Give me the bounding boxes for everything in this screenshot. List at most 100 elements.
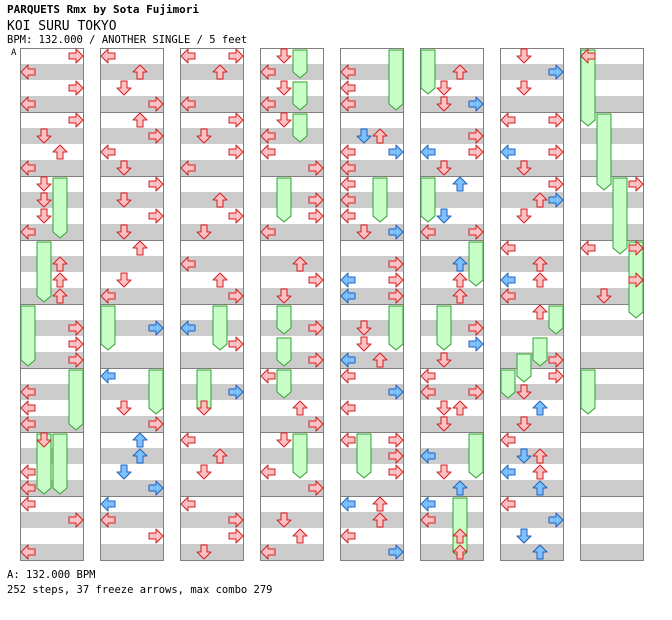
beat-stripe [340,224,404,240]
right-arrow-icon [148,528,164,544]
right-arrow-icon [388,544,404,560]
beat-stripe [260,288,324,304]
right-arrow-icon [548,368,564,384]
up-arrow-icon [52,144,68,160]
right-arrow-icon [68,80,84,96]
beat-stripe [580,64,644,80]
left-arrow-icon [340,352,356,368]
down-arrow-icon [356,320,372,336]
right-arrow-icon [148,320,164,336]
right-arrow-icon [388,288,404,304]
chart-summary: 252 steps, 37 freeze arrows, max combo 2… [7,584,273,596]
left-arrow-icon [180,320,196,336]
up-arrow-icon [452,480,468,496]
left-arrow-icon [100,48,116,64]
beat-stripe [580,160,644,176]
left-arrow-icon [100,496,116,512]
freeze-arrow [20,305,36,367]
right-arrow-icon [468,384,484,400]
down-arrow-icon [436,208,452,224]
right-arrow-icon [468,336,484,352]
left-arrow-icon [180,256,196,272]
down-arrow-icon [116,192,132,208]
chart-info: BPM: 132.000 / ANOTHER SINGLE / 5 feet [7,34,248,46]
right-arrow-icon [68,352,84,368]
beat-stripe [260,448,324,464]
beat-stripe [420,64,484,80]
freeze-arrow [532,337,548,367]
left-arrow-icon [340,64,356,80]
left-arrow-icon [20,544,36,560]
left-arrow-icon [340,528,356,544]
song-title: KOI SURU TOKYO [7,19,117,34]
freeze-arrow [468,241,484,287]
beat-stripe [420,192,484,208]
bpm-marker: A [11,48,17,58]
down-arrow-icon [196,400,212,416]
beat-stripe [420,256,484,272]
beat-stripe [180,64,244,80]
freeze-arrow [68,369,84,431]
beat-stripe [180,224,244,240]
beat-stripe [500,96,564,112]
right-arrow-icon [468,96,484,112]
up-arrow-icon [132,432,148,448]
freeze-arrow [292,49,308,79]
beat-stripe [260,480,324,496]
left-arrow-icon [100,144,116,160]
left-arrow-icon [20,496,36,512]
beat-stripe [180,288,244,304]
beat-stripe [180,128,244,144]
up-arrow-icon [52,256,68,272]
left-arrow-icon [260,368,276,384]
freeze-arrow [36,433,52,495]
beat-stripe [580,416,644,432]
beat-stripe [100,352,164,368]
up-arrow-icon [452,400,468,416]
beat-stripe [100,96,164,112]
right-arrow-icon [628,176,644,192]
up-arrow-icon [452,528,468,544]
left-arrow-icon [20,160,36,176]
up-arrow-icon [532,544,548,560]
beat-stripe [100,384,164,400]
left-arrow-icon [260,128,276,144]
bpm-legend: A: 132.000 BPM [7,569,96,581]
left-arrow-icon [20,64,36,80]
beat-stripe [420,320,484,336]
beat-stripe [20,192,84,208]
beat-stripe [580,192,644,208]
beat-stripe [20,480,84,496]
down-arrow-icon [116,400,132,416]
beat-stripe [500,224,564,240]
down-arrow-icon [516,448,532,464]
beat-stripe [20,96,84,112]
down-arrow-icon [516,208,532,224]
right-arrow-icon [628,272,644,288]
up-arrow-icon [212,64,228,80]
beat-stripe [100,288,164,304]
beat-stripe [340,512,404,528]
up-arrow-icon [452,272,468,288]
beat-stripe [100,192,164,208]
down-arrow-icon [276,112,292,128]
down-arrow-icon [596,288,612,304]
right-arrow-icon [228,384,244,400]
freeze-arrow [36,241,52,303]
beat-stripe [100,64,164,80]
right-arrow-icon [228,528,244,544]
up-arrow-icon [452,288,468,304]
right-arrow-icon [68,512,84,528]
beat-stripe [580,384,644,400]
left-arrow-icon [180,96,196,112]
beat-stripe [100,320,164,336]
beat-stripe [580,256,644,272]
left-arrow-icon [260,224,276,240]
right-arrow-icon [308,320,324,336]
beat-stripe [500,160,564,176]
right-arrow-icon [388,432,404,448]
down-arrow-icon [276,48,292,64]
left-arrow-icon [500,144,516,160]
beat-stripe [20,224,84,240]
